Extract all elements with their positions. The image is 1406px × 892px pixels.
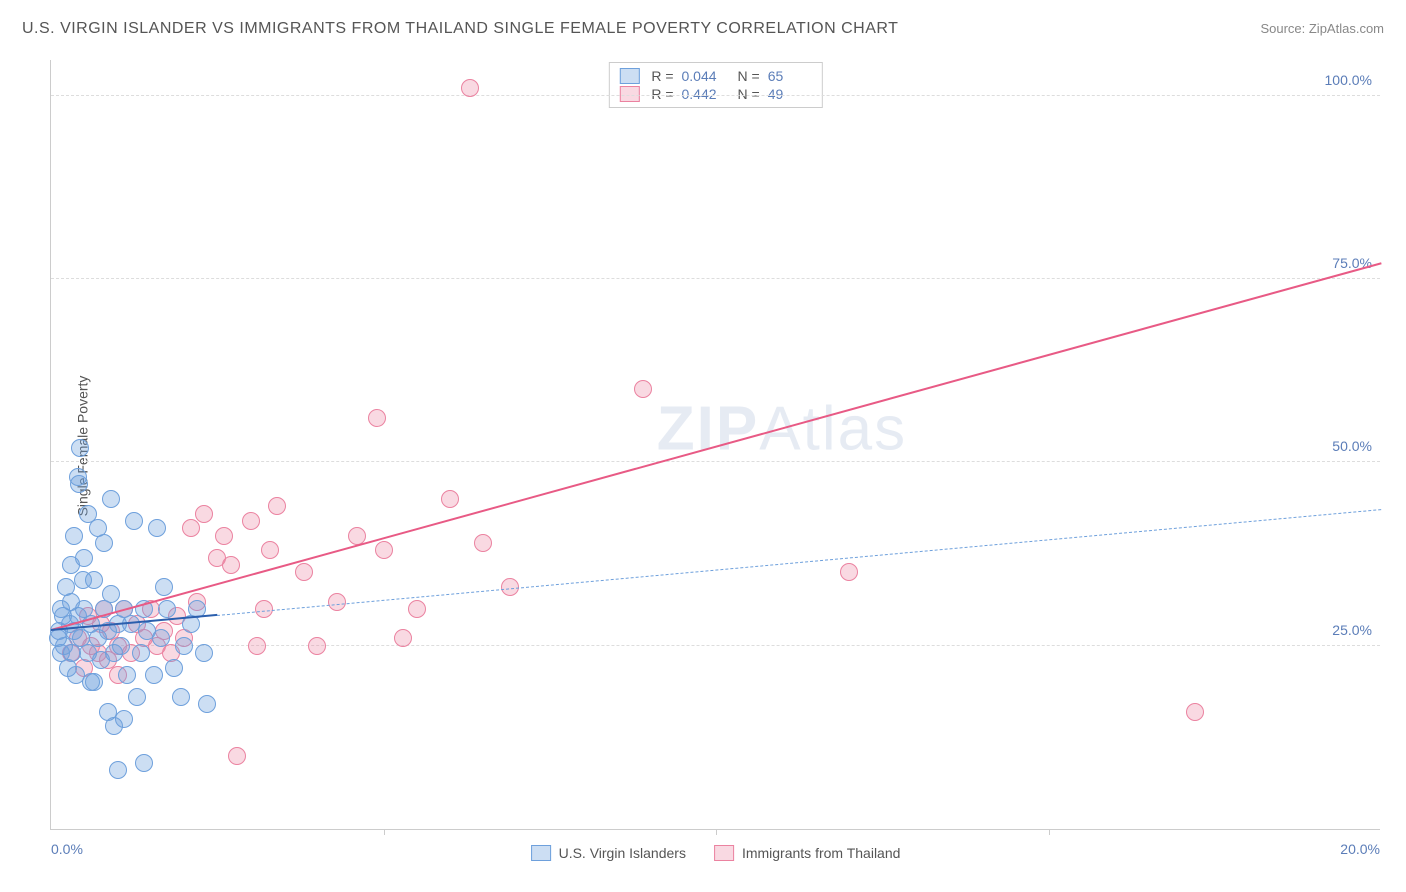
bottom-legend: U.S. Virgin Islanders Immigrants from Th… xyxy=(531,845,901,861)
x-tick xyxy=(384,829,385,835)
scatter-point xyxy=(118,666,136,684)
scatter-point xyxy=(145,666,163,684)
trend-line xyxy=(51,262,1382,631)
scatter-point xyxy=(152,629,170,647)
scatter-point xyxy=(74,571,92,589)
grid-line xyxy=(51,95,1380,96)
scatter-point xyxy=(112,637,130,655)
scatter-point xyxy=(175,637,193,655)
x-tick xyxy=(1049,829,1050,835)
scatter-point xyxy=(109,761,127,779)
stats-row-blue: R = 0.044 N = 65 xyxy=(619,67,811,85)
scatter-point xyxy=(408,600,426,618)
scatter-point xyxy=(198,695,216,713)
scatter-point xyxy=(840,563,858,581)
chart-title: U.S. VIRGIN ISLANDER VS IMMIGRANTS FROM … xyxy=(22,20,898,38)
grid-line xyxy=(51,278,1380,279)
scatter-point xyxy=(368,409,386,427)
scatter-point xyxy=(474,534,492,552)
legend-item-blue: U.S. Virgin Islanders xyxy=(531,845,686,861)
scatter-point xyxy=(75,549,93,567)
scatter-point xyxy=(441,490,459,508)
scatter-point xyxy=(255,600,273,618)
scatter-chart: ZIPAtlas R = 0.044 N = 65 R = 0.442 N = … xyxy=(50,60,1380,830)
y-tick-label: 75.0% xyxy=(1332,255,1372,271)
swatch-blue xyxy=(619,68,639,84)
scatter-point xyxy=(71,439,89,457)
x-axis-max-label: 20.0% xyxy=(1340,841,1380,857)
scatter-point xyxy=(148,519,166,537)
scatter-point xyxy=(195,505,213,523)
scatter-point xyxy=(634,380,652,398)
scatter-point xyxy=(158,600,176,618)
trend-line xyxy=(217,509,1381,616)
scatter-point xyxy=(1186,703,1204,721)
scatter-point xyxy=(328,593,346,611)
chart-header: U.S. VIRGIN ISLANDER VS IMMIGRANTS FROM … xyxy=(22,20,1384,38)
legend-item-pink: Immigrants from Thailand xyxy=(714,845,900,861)
scatter-point xyxy=(115,710,133,728)
scatter-point xyxy=(172,688,190,706)
n-value-blue: 65 xyxy=(768,68,812,84)
scatter-point xyxy=(268,497,286,515)
r-value-blue: 0.044 xyxy=(682,68,726,84)
scatter-point xyxy=(308,637,326,655)
scatter-point xyxy=(295,563,313,581)
scatter-point xyxy=(132,644,150,662)
scatter-point xyxy=(182,519,200,537)
scatter-point xyxy=(215,527,233,545)
scatter-point xyxy=(222,556,240,574)
scatter-point xyxy=(95,534,113,552)
scatter-point xyxy=(228,747,246,765)
scatter-point xyxy=(128,688,146,706)
y-tick-label: 50.0% xyxy=(1332,438,1372,454)
scatter-point xyxy=(261,541,279,559)
scatter-point xyxy=(65,527,83,545)
grid-line xyxy=(51,461,1380,462)
scatter-point xyxy=(70,475,88,493)
scatter-point xyxy=(135,754,153,772)
legend-label-pink: Immigrants from Thailand xyxy=(742,845,900,861)
legend-label-blue: U.S. Virgin Islanders xyxy=(559,845,686,861)
swatch-pink xyxy=(714,845,734,861)
scatter-point xyxy=(102,585,120,603)
scatter-point xyxy=(242,512,260,530)
scatter-point xyxy=(125,512,143,530)
x-axis-min-label: 0.0% xyxy=(51,841,83,857)
scatter-point xyxy=(248,637,266,655)
scatter-point xyxy=(375,541,393,559)
scatter-point xyxy=(85,673,103,691)
y-tick-label: 25.0% xyxy=(1332,622,1372,638)
scatter-point xyxy=(195,644,213,662)
scatter-point xyxy=(461,79,479,97)
chart-source: Source: ZipAtlas.com xyxy=(1260,21,1384,36)
y-tick-label: 100.0% xyxy=(1325,72,1372,88)
scatter-point xyxy=(394,629,412,647)
x-tick xyxy=(716,829,717,835)
scatter-point xyxy=(165,659,183,677)
scatter-point xyxy=(102,490,120,508)
scatter-point xyxy=(155,578,173,596)
stats-legend-box: R = 0.044 N = 65 R = 0.442 N = 49 xyxy=(608,62,822,108)
swatch-blue xyxy=(531,845,551,861)
